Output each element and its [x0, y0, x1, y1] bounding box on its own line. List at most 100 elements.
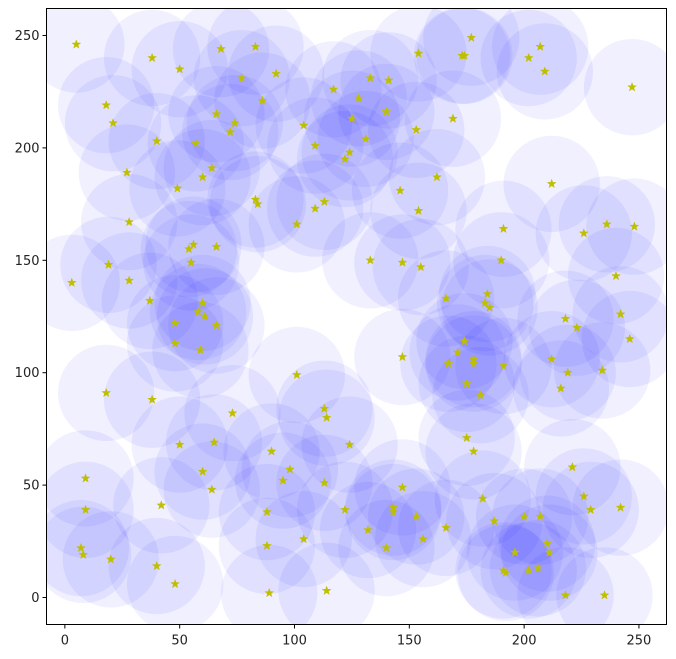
star-point: [80, 473, 91, 483]
star-point: [319, 196, 330, 207]
star-point: [468, 358, 479, 368]
star-point: [344, 147, 355, 157]
star-point: [627, 82, 637, 92]
star-point: [353, 93, 364, 103]
star-point: [381, 542, 392, 553]
star-point: [560, 313, 571, 323]
star-point: [532, 563, 543, 573]
star-point: [319, 403, 330, 413]
star-point: [310, 140, 321, 150]
star-point: [174, 439, 185, 449]
star-point: [397, 257, 408, 267]
star-point: [200, 311, 210, 321]
star-point: [195, 345, 206, 355]
star-point: [101, 99, 112, 110]
x-tick-label: 100: [282, 634, 307, 649]
star-point: [340, 153, 350, 164]
star-point: [264, 587, 275, 598]
x-axis: 0 50 100 150 200 250: [61, 624, 652, 649]
star-point: [363, 524, 373, 535]
star-point: [560, 590, 571, 600]
y-tick-label: 100: [15, 366, 40, 381]
y-tick-label: 50: [23, 479, 40, 494]
star-point: [156, 500, 167, 510]
star-point: [443, 358, 454, 368]
star-point: [211, 320, 222, 330]
star-point: [624, 333, 635, 344]
star-point: [500, 567, 511, 577]
star-point: [578, 228, 589, 238]
star-point: [225, 126, 236, 137]
star-point: [257, 95, 268, 105]
x-tick-label: 200: [512, 634, 537, 649]
star-point: [413, 48, 424, 58]
star-point: [211, 241, 222, 252]
x-tick-label: 250: [627, 634, 652, 649]
star-point: [395, 185, 406, 195]
star-point: [535, 511, 546, 521]
star-point: [441, 522, 451, 533]
coverage-circle: [492, 8, 589, 95]
star-point: [144, 295, 155, 305]
star-point: [321, 412, 332, 422]
star-point: [310, 203, 321, 213]
y-tick-label: 250: [15, 29, 40, 44]
star-point: [80, 504, 91, 515]
coverage-circle: [207, 8, 304, 95]
star-point: [298, 120, 309, 130]
y-tick-label: 150: [15, 254, 40, 269]
star-point: [441, 293, 451, 303]
star-point: [206, 162, 217, 173]
star-point: [197, 466, 208, 476]
star-point: [413, 205, 424, 216]
star-point: [498, 223, 509, 234]
coverage-circle: [46, 8, 125, 93]
star-point: [340, 504, 350, 515]
star-point: [170, 578, 181, 589]
star-point: [489, 515, 500, 526]
star-point: [227, 407, 238, 418]
coverage-circle: [46, 506, 132, 603]
star-point: [360, 133, 371, 144]
star-point: [381, 106, 392, 117]
star-point: [629, 221, 640, 231]
star-point: [480, 297, 491, 308]
star-point: [578, 491, 589, 501]
star-point: [468, 446, 479, 456]
star-point: [71, 39, 82, 49]
star-point: [365, 73, 376, 83]
star-point: [236, 73, 247, 83]
coverage-circle: [581, 290, 667, 388]
coverage-circle: [278, 542, 375, 625]
star-point: [291, 369, 302, 380]
star-point: [383, 75, 394, 85]
star-point: [452, 347, 463, 357]
star-point: [365, 255, 376, 265]
star-point: [539, 66, 550, 76]
star-point: [108, 117, 119, 128]
star-point: [482, 288, 493, 299]
star-point: [397, 482, 408, 492]
star-point: [484, 302, 495, 312]
star-point: [523, 565, 534, 575]
star-point: [250, 194, 261, 204]
star-point: [555, 383, 566, 393]
star-point: [271, 68, 282, 78]
x-tick-label: 150: [397, 634, 422, 649]
star-point: [321, 585, 332, 595]
star-point: [585, 504, 596, 515]
star-point: [535, 41, 546, 51]
star-point: [477, 493, 488, 503]
star-point: [262, 506, 272, 517]
star-point: [415, 261, 426, 272]
star-point: [209, 437, 220, 447]
star-point: [448, 113, 458, 123]
circles-layer: [46, 8, 667, 625]
star-point: [461, 432, 472, 443]
star-point: [567, 461, 578, 472]
coverage-circle: [172, 8, 270, 98]
star-point: [475, 390, 486, 400]
star-point: [186, 257, 197, 267]
star-point: [206, 484, 217, 494]
star-point: [411, 124, 422, 135]
